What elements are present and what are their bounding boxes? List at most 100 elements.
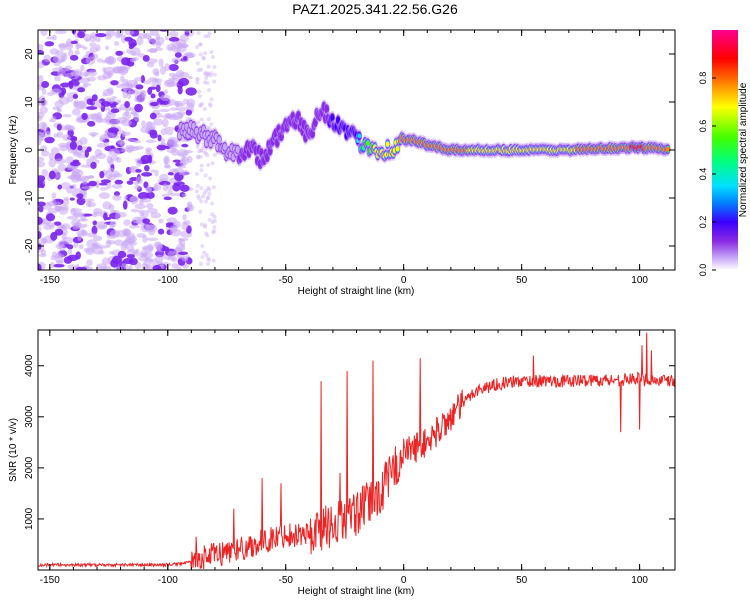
spectrogram-noise-blob	[38, 61, 45, 69]
spectrogram-noise-blob	[77, 87, 86, 93]
spectrogram-noise-blob	[179, 159, 187, 167]
ridge-core	[357, 133, 362, 139]
spectrogram-noise-blob	[78, 244, 84, 250]
spectrogram-noise-blob	[207, 191, 212, 196]
spectrogram-noise-blob	[172, 159, 181, 163]
spectrogram-noise-blob	[205, 72, 210, 77]
spectrogram-noise-blob	[200, 243, 205, 248]
ridge-mid	[235, 146, 240, 154]
spectrogram-noise-blob	[57, 184, 63, 190]
spectrogram-noise-blob	[157, 134, 162, 142]
spectrogram-noise-blob	[154, 78, 163, 83]
spectrogram-noise-blob	[38, 121, 47, 131]
x-tick-label: -150	[40, 275, 60, 286]
spectrogram-noise-blob	[128, 224, 140, 229]
spectrogram-noise-blob	[86, 146, 92, 153]
spectrogram-noise-blob	[38, 226, 42, 232]
spectrogram-noise-blob	[206, 261, 211, 266]
spectrogram-noise-blob	[91, 94, 98, 102]
spectrogram-noise-blob	[67, 49, 74, 57]
spectrogram-noise-blob	[167, 172, 174, 176]
spectrogram-noise-blob	[145, 224, 158, 233]
spectrogram-noise-blob	[177, 165, 187, 169]
spectrogram-noise-blob	[195, 61, 200, 66]
spectrogram-noise-blob	[150, 169, 156, 173]
spectrogram-noise-blob	[167, 46, 179, 51]
spectrogram-noise-blob	[114, 41, 120, 47]
spectrogram-noise-blob	[149, 101, 159, 107]
spectrogram-noise-blob	[211, 185, 216, 190]
spectrogram-noise-blob	[179, 184, 190, 192]
x-tick-label: 100	[631, 575, 648, 586]
spectrogram-noise-blob	[206, 162, 211, 167]
spectrogram-noise-blob	[59, 87, 67, 96]
spectrogram-noise-blob	[163, 89, 169, 95]
spectrogram-noise-blob	[163, 196, 173, 201]
spectrogram-noise-blob	[39, 106, 49, 114]
spectrogram-noise-blob	[142, 251, 153, 259]
spectrogram-noise-blob	[123, 219, 131, 226]
spectrogram-noise-blob	[99, 170, 105, 179]
spectrogram-noise-blob	[158, 181, 171, 186]
spectrogram-noise-blob	[198, 42, 203, 47]
spectrogram-noise-blob	[124, 30, 135, 36]
spectrogram-noise-blob	[38, 156, 45, 162]
spectrogram-noise-blob	[88, 35, 97, 43]
spectrogram-noise-blob	[202, 107, 207, 112]
spectrogram-noise-blob	[187, 75, 193, 80]
spectrogram-noise-blob	[68, 80, 74, 89]
spectrogram-noise-blob	[72, 108, 81, 116]
spectrogram-noise-blob	[38, 205, 44, 213]
spectrogram-noise-blob	[157, 228, 165, 235]
spectrogram-noise-blob	[115, 99, 122, 104]
spectrogram-noise-blob	[76, 177, 87, 182]
y-tick-label-snr: 1000	[24, 507, 35, 530]
spectrogram-noise-blob	[200, 255, 205, 260]
spectrogram-noise-blob	[85, 56, 96, 65]
spectrogram-noise-blob	[206, 256, 211, 261]
spectrogram-noise-blob	[203, 51, 208, 56]
spectrogram-noise-blob	[145, 147, 153, 153]
spectrogram-noise-blob	[212, 64, 217, 69]
spectrogram-noise-blob	[162, 183, 169, 192]
spectrogram-noise-blob	[98, 250, 105, 255]
spectrogram-noise-blob	[47, 207, 59, 214]
colorbar-gradient	[712, 30, 738, 270]
spectrogram-noise-blob	[202, 80, 207, 85]
y-tick-label-snr: 3000	[24, 405, 35, 428]
spectrogram-noise-blob	[89, 42, 97, 47]
spectrogram-noise-blob	[69, 197, 75, 201]
spectrogram-noise-blob	[122, 200, 128, 210]
spectrogram-heatmap	[38, 30, 671, 270]
spectrogram-noise-blob	[117, 211, 127, 218]
spectrogram-noise-blob	[83, 83, 92, 87]
spectrogram-noise-blob	[41, 169, 49, 177]
spectrogram-noise-blob	[142, 218, 151, 224]
spectrogram-noise-blob	[96, 263, 107, 270]
spectrogram-xlabel: Height of straight line (km)	[298, 286, 415, 297]
spectrogram-noise-blob	[168, 98, 177, 106]
spectrogram-noise-blob	[58, 204, 70, 211]
spectrogram-noise-blob	[69, 161, 81, 167]
spectrogram-noise-blob	[155, 84, 161, 93]
spectrogram-noise-blob	[166, 184, 174, 191]
spectrogram-noise-blob	[110, 259, 119, 268]
spectrogram-noise-blob	[161, 193, 170, 198]
spectrogram-noise-blob	[96, 245, 109, 249]
spectrogram-noise-blob	[81, 181, 88, 185]
spectrogram-noise-blob	[206, 117, 211, 122]
spectrogram-noise-blob	[92, 211, 97, 218]
spectrogram-noise-blob	[136, 36, 144, 46]
spectrogram-noise-blob	[68, 247, 73, 255]
spectrogram-noise-blob	[194, 189, 199, 194]
spectrogram-noise-blob	[209, 50, 214, 55]
spectrogram-noise-blob	[167, 206, 178, 215]
spectrogram-noise-blob	[197, 94, 202, 99]
spectrogram-noise-blob	[66, 96, 74, 103]
spectrogram-noise-blob	[77, 218, 89, 222]
spectrogram-noise-blob	[152, 68, 160, 76]
spectrogram-noise-blob	[177, 86, 183, 95]
spectrogram-noise-blob	[89, 46, 98, 54]
x-tick-label: 100	[631, 275, 648, 286]
spectrogram-noise-blob	[131, 57, 139, 61]
